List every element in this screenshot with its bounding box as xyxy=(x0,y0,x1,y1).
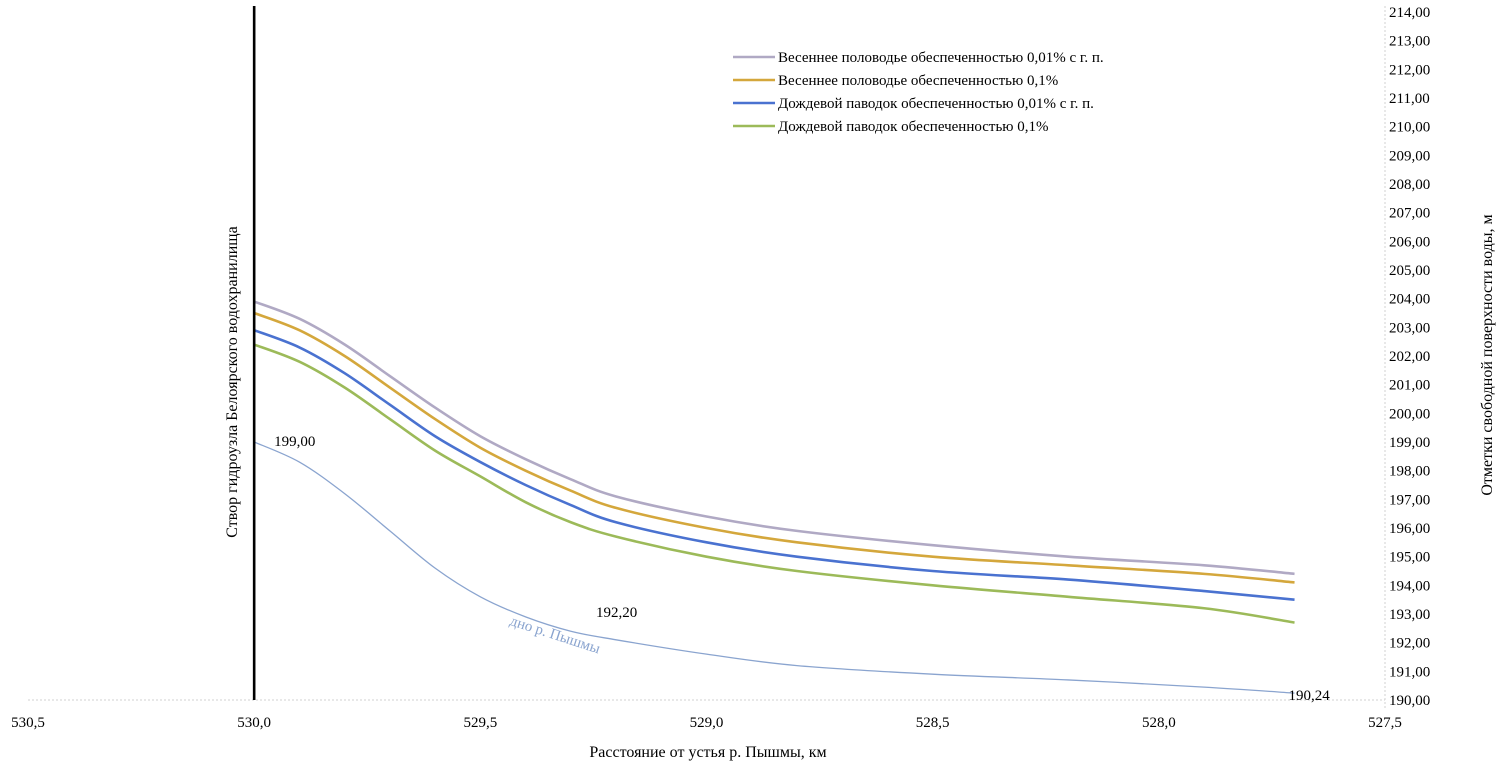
y-tick-label: 193,00 xyxy=(1389,607,1430,623)
x-tick-label: 530,0 xyxy=(237,715,271,731)
legend-entry-1: Весеннее половодье обеспеченностью 0,01%… xyxy=(778,50,1104,66)
y-tick-label: 199,00 xyxy=(1389,435,1430,451)
legend-entry-2: Весеннее половодье обеспеченностью 0,1% xyxy=(778,73,1058,89)
x-tick-label: 529,5 xyxy=(463,715,497,731)
y-tick-label: 197,00 xyxy=(1389,492,1430,508)
data-label-3: 190,24 xyxy=(1289,688,1331,704)
series-line-1 xyxy=(253,300,1295,576)
x-axis-label: Расстояние от устья р. Пышмы, км xyxy=(589,744,826,761)
y-tick-label: 198,00 xyxy=(1389,464,1430,480)
y-tick-label: 205,00 xyxy=(1389,263,1430,279)
dam-line-layer: Створ гидроузла Белоярского водохранилищ… xyxy=(224,6,256,700)
series-line-3 xyxy=(253,328,1295,601)
y-tick-label: 194,00 xyxy=(1389,578,1430,594)
legend-entry-4: Дождевой паводок обеспеченностью 0,1% xyxy=(778,119,1049,135)
y-tick-label: 209,00 xyxy=(1389,148,1430,164)
legend-entry-3: Дождевой паводок обеспеченностью 0,01% с… xyxy=(778,96,1094,112)
series-line-4 xyxy=(253,343,1295,624)
legend: Весеннее половодье обеспеченностью 0,01%… xyxy=(733,50,1104,135)
series-layer xyxy=(253,300,1295,624)
y-tick-label: 204,00 xyxy=(1389,292,1430,308)
y-tick-label: 202,00 xyxy=(1389,349,1430,365)
annotation-layer: 199,00 192,20 190,24 xyxy=(274,434,1330,704)
x-tick-label: 530,5 xyxy=(11,715,45,731)
x-tick-label: 528,0 xyxy=(1142,715,1176,731)
y-tick-label: 196,00 xyxy=(1389,521,1430,537)
data-label-2: 192,20 xyxy=(596,605,637,621)
y-tick-label: 203,00 xyxy=(1389,320,1430,336)
y-tick-label: 206,00 xyxy=(1389,234,1430,250)
y-tick-label: 201,00 xyxy=(1389,378,1430,394)
y-tick-label: 200,00 xyxy=(1389,406,1430,422)
y-axis-label: Отметки свободной поверхности воды, м xyxy=(1479,214,1496,495)
x-tick-label: 528,5 xyxy=(916,715,950,731)
data-label-1: 199,00 xyxy=(274,434,315,450)
axes: 530,5 530,0 529,5 529,0 528,5 528,0 527,5 190,0… xyxy=(11,5,1430,731)
y-tick-label: 211,00 xyxy=(1389,91,1430,107)
y-tick-label: 192,00 xyxy=(1389,636,1430,652)
y-tick-label: 210,00 xyxy=(1389,120,1430,136)
dam-line-label: Створ гидроузла Белоярского водохранилищ… xyxy=(224,226,241,537)
x-tick-label: 529,0 xyxy=(690,715,724,731)
y-tick-label: 212,00 xyxy=(1389,62,1430,78)
series-line-2 xyxy=(253,311,1295,584)
y-tick-label: 195,00 xyxy=(1389,550,1430,566)
y-tick-label: 208,00 xyxy=(1389,177,1430,193)
x-tick-label: 527,5 xyxy=(1368,715,1402,731)
y-tick-label: 207,00 xyxy=(1389,206,1430,222)
y-tick-label: 191,00 xyxy=(1389,664,1430,680)
riverbed-line xyxy=(253,441,1295,694)
y-tick-label: 213,00 xyxy=(1389,34,1430,50)
y-tick-label: 214,00 xyxy=(1389,5,1430,21)
y-tick-label: 190,00 xyxy=(1389,693,1430,709)
